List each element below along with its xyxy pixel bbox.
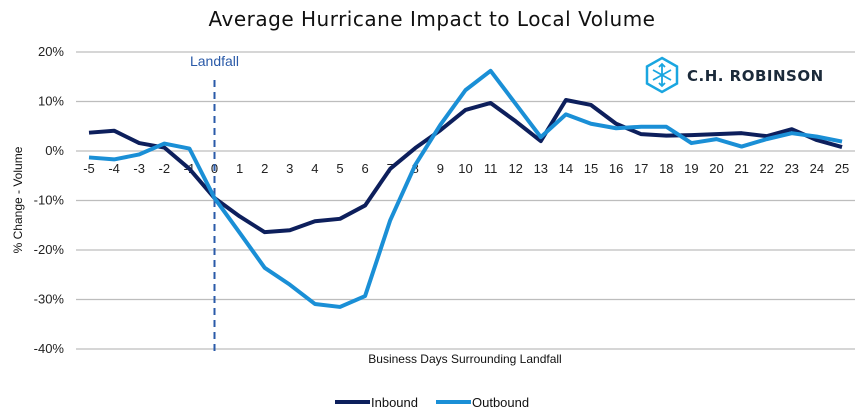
legend-item-outbound: Outbound xyxy=(436,395,529,410)
y-tick-label: -10% xyxy=(34,193,65,208)
landfall-annotation: Landfall xyxy=(190,53,239,352)
legend: Inbound Outbound xyxy=(335,395,529,410)
x-tick-label: 6 xyxy=(361,161,368,176)
x-tick-label: -2 xyxy=(159,161,171,176)
x-tick-label: 21 xyxy=(734,161,748,176)
legend-label-inbound: Inbound xyxy=(371,395,418,410)
x-tick-label: 25 xyxy=(835,161,849,176)
logo-text: C.H. ROBINSON xyxy=(687,67,824,85)
x-tick-label: 15 xyxy=(584,161,598,176)
y-tick-label: -40% xyxy=(34,341,65,356)
x-tick-label: 2 xyxy=(261,161,268,176)
x-axis-label: Business Days Surrounding Landfall xyxy=(368,352,561,366)
x-tick-label: 10 xyxy=(458,161,472,176)
x-tick-label: 4 xyxy=(311,161,318,176)
x-tick-label: -4 xyxy=(108,161,120,176)
x-tick-label: 23 xyxy=(785,161,799,176)
y-tick-label: 10% xyxy=(38,94,64,109)
series-line-outbound xyxy=(88,68,843,309)
x-tick-label: 5 xyxy=(336,161,343,176)
legend-item-inbound: Inbound xyxy=(335,395,418,410)
x-tick-label: -3 xyxy=(133,161,145,176)
y-tick-label: -20% xyxy=(34,242,65,257)
legend-label-outbound: Outbound xyxy=(472,395,529,410)
y-axis-ticks: 20% 10% 0% -10% -20% -30% -40% xyxy=(34,44,65,356)
x-tick-label: 18 xyxy=(659,161,673,176)
gridlines xyxy=(76,51,855,350)
y-tick-label: 20% xyxy=(38,44,64,59)
x-tick-label: 20 xyxy=(709,161,723,176)
x-tick-label: 16 xyxy=(609,161,623,176)
cube-arrows-icon xyxy=(645,56,679,94)
x-tick-label: 17 xyxy=(634,161,648,176)
x-tick-label: 9 xyxy=(437,161,444,176)
x-tick-label: 13 xyxy=(534,161,548,176)
x-tick-label: 19 xyxy=(684,161,698,176)
x-tick-label: 24 xyxy=(810,161,824,176)
x-tick-label: 3 xyxy=(286,161,293,176)
x-tick-label: 14 xyxy=(559,161,573,176)
chart-title: Average Hurricane Impact to Local Volume xyxy=(209,7,656,31)
y-tick-label: -30% xyxy=(34,292,65,307)
x-tick-label: 12 xyxy=(508,161,522,176)
y-axis-label: % Change - Volume xyxy=(11,146,25,253)
x-tick-label: 11 xyxy=(484,161,498,176)
x-tick-label: 22 xyxy=(759,161,773,176)
y-tick-label: 0% xyxy=(45,143,64,158)
series-lines xyxy=(88,68,843,309)
company-logo: C.H. ROBINSON xyxy=(645,56,824,94)
landfall-label: Landfall xyxy=(190,53,239,69)
x-tick-label: 1 xyxy=(236,161,243,176)
x-tick-label: -5 xyxy=(83,161,95,176)
